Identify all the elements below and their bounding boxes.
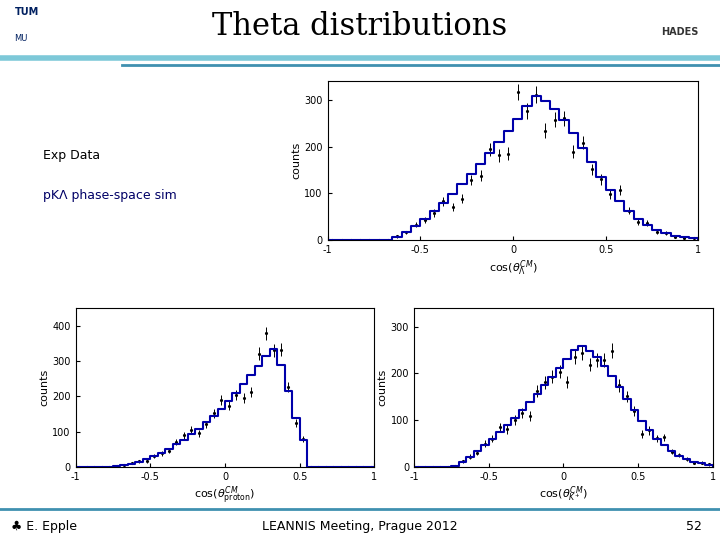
Y-axis label: counts: counts — [292, 142, 302, 179]
Y-axis label: counts: counts — [40, 369, 50, 406]
Text: Exp Data: Exp Data — [43, 148, 100, 162]
Text: 52: 52 — [686, 520, 702, 533]
Text: TUM: TUM — [14, 7, 39, 17]
Text: MU: MU — [14, 34, 28, 43]
Text: pKΛ phase-space sim: pKΛ phase-space sim — [43, 189, 177, 202]
Text: HADES: HADES — [661, 26, 698, 37]
Text: LEANNIS Meeting, Prague 2012: LEANNIS Meeting, Prague 2012 — [262, 520, 458, 533]
X-axis label: $\mathrm{cos}(\theta_{\Lambda}^{CM})$: $\mathrm{cos}(\theta_{\Lambda}^{CM})$ — [489, 258, 537, 278]
X-axis label: $\mathrm{cos}(\theta_{K^{+}}^{CM})$: $\mathrm{cos}(\theta_{K^{+}}^{CM})$ — [539, 485, 588, 505]
Y-axis label: counts: counts — [378, 369, 388, 406]
Text: Theta distributions: Theta distributions — [212, 11, 508, 42]
Text: ♣ E. Epple: ♣ E. Epple — [11, 520, 77, 533]
X-axis label: $\mathrm{cos}(\theta_{\mathrm{proton}}^{CM})$: $\mathrm{cos}(\theta_{\mathrm{proton}}^{… — [194, 485, 256, 507]
